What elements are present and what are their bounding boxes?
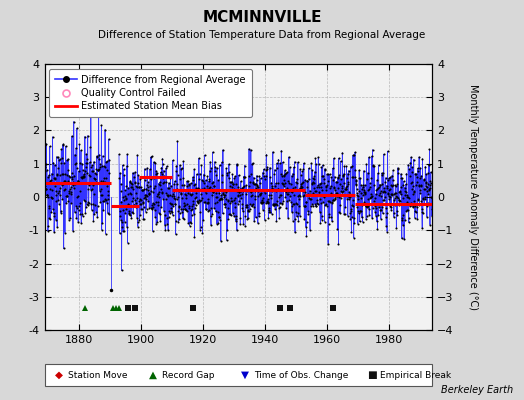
Text: ▲: ▲ <box>149 370 157 380</box>
Text: ▼: ▼ <box>241 370 249 380</box>
Text: Berkeley Earth: Berkeley Earth <box>441 385 514 395</box>
Y-axis label: Monthly Temperature Anomaly Difference (°C): Monthly Temperature Anomaly Difference (… <box>467 84 477 310</box>
Legend: Difference from Regional Average, Quality Control Failed, Estimated Station Mean: Difference from Regional Average, Qualit… <box>49 69 252 117</box>
Text: ■: ■ <box>367 370 377 380</box>
Text: Station Move: Station Move <box>68 370 128 380</box>
Text: Difference of Station Temperature Data from Regional Average: Difference of Station Temperature Data f… <box>99 30 425 40</box>
Text: Record Gap: Record Gap <box>162 370 215 380</box>
Text: MCMINNVILLE: MCMINNVILLE <box>202 10 322 25</box>
Text: Time of Obs. Change: Time of Obs. Change <box>254 370 348 380</box>
Text: ◆: ◆ <box>55 370 63 380</box>
Text: Empirical Break: Empirical Break <box>380 370 451 380</box>
